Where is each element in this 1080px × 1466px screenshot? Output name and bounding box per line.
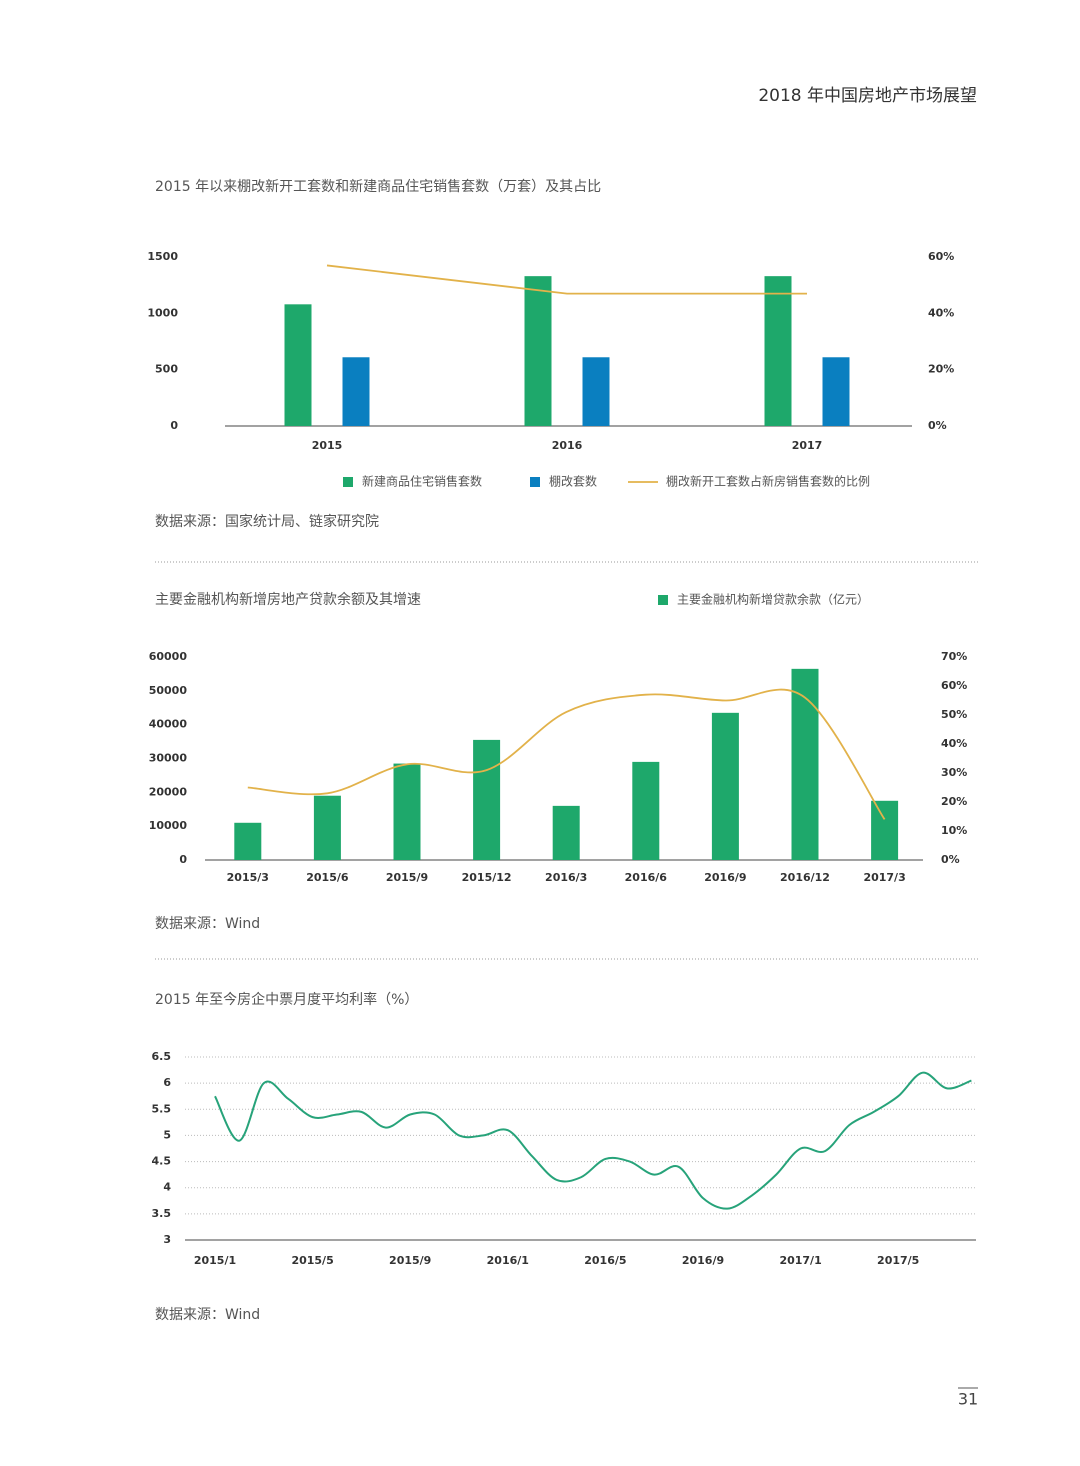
y2-tick-label: 0% [928,419,947,432]
x-tick-label: 2015/9 [386,871,428,884]
bar [582,357,610,426]
chart-title: 2015 年至今房企中票月度平均利率（%） [155,991,418,1008]
y-tick-label: 60000 [149,650,188,663]
x-tick-label: 2016/1 [487,1254,529,1267]
x-tick-label: 2016 [552,439,583,452]
bar [342,357,370,426]
y2-tick-label: 60% [928,250,954,263]
bar [524,276,552,426]
legend-swatch [530,477,540,487]
x-tick-label: 2015/6 [306,871,349,884]
y-tick-label: 10000 [149,819,188,832]
legend-label: 主要金融机构新增贷款余款（亿元） [677,592,869,607]
bar [632,761,660,860]
legend-label: 棚改新开工套数占新房销售套数的比例 [666,474,870,489]
x-tick-label: 2017/5 [877,1254,919,1267]
x-tick-label: 2015 [312,439,343,452]
y2-tick-label: 20% [928,363,954,376]
y2-tick-label: 40% [928,306,954,319]
x-tick-label: 2016/9 [682,1254,724,1267]
y-tick-label: 5.5 [152,1102,172,1115]
bar [284,304,312,426]
bar [822,357,850,426]
chart-title: 2015 年以来棚改新开工套数和新建商品住宅销售套数（万套）及其占比 [155,179,601,195]
y-tick-label: 3 [163,1233,171,1246]
x-tick-label: 2016/3 [545,871,587,884]
chart-title: 主要金融机构新增房地产贷款余额及其增速 [155,591,421,608]
y-tick-label: 3.5 [152,1207,172,1220]
x-tick-label: 2015/5 [291,1254,333,1267]
y-tick-label: 4 [163,1181,171,1194]
x-tick-label: 2016/9 [704,871,746,884]
y-tick-label: 0 [170,419,178,432]
y-tick-label: 50000 [149,684,188,697]
bar [871,800,899,860]
y-tick-label: 20000 [149,785,188,798]
source-note: 数据来源：Wind [155,916,260,932]
line [326,264,807,295]
y2-tick-label: 20% [941,795,967,808]
y-tick-label: 6 [163,1076,171,1089]
x-tick-label: 2015/9 [389,1254,431,1267]
x-tick-label: 2016/5 [584,1254,626,1267]
x-tick-label: 2017 [792,439,823,452]
y-tick-label: 5 [163,1128,171,1141]
y-tick-label: 4.5 [152,1155,172,1168]
x-tick-label: 2015/12 [462,871,512,884]
page-number: 31 [958,1390,978,1409]
y-tick-label: 6.5 [152,1050,172,1063]
y-tick-label: 1000 [147,306,178,319]
legend-label: 棚改套数 [549,474,597,489]
legend-swatch [658,595,668,605]
x-tick-label: 2016/12 [780,871,830,884]
source-note: 数据来源：国家统计局、链家研究院 [155,513,379,530]
y2-tick-label: 40% [941,737,967,750]
x-tick-label: 2015/3 [227,871,269,884]
x-tick-label: 2017/1 [779,1254,821,1267]
header-title: 2018 年中国房地产市场展望 [758,86,977,106]
y-tick-label: 30000 [149,752,188,765]
bar [313,795,341,860]
bar [234,822,262,860]
y2-tick-label: 0% [941,853,960,866]
y2-tick-label: 60% [941,679,967,692]
legend-swatch [343,477,353,487]
y2-tick-label: 50% [941,708,967,721]
y-tick-label: 0 [179,853,187,866]
x-tick-label: 2015/1 [194,1254,236,1267]
legend-label: 新建商品住宅销售套数 [362,474,482,489]
x-tick-label: 2016/6 [625,871,668,884]
y2-tick-label: 70% [941,650,967,663]
y-tick-label: 1500 [147,250,178,263]
bar [711,712,739,860]
line [247,688,886,820]
bar [552,805,580,860]
bar [764,276,792,426]
bar [473,739,501,860]
y-tick-label: 500 [155,363,178,376]
y-tick-label: 40000 [149,718,188,731]
y2-tick-label: 10% [941,824,967,837]
source-note: 数据来源：Wind [155,1307,260,1323]
line [214,1071,972,1210]
bar [791,668,819,860]
x-tick-label: 2017/3 [863,871,905,884]
bar [393,763,421,860]
y2-tick-label: 30% [941,766,967,779]
